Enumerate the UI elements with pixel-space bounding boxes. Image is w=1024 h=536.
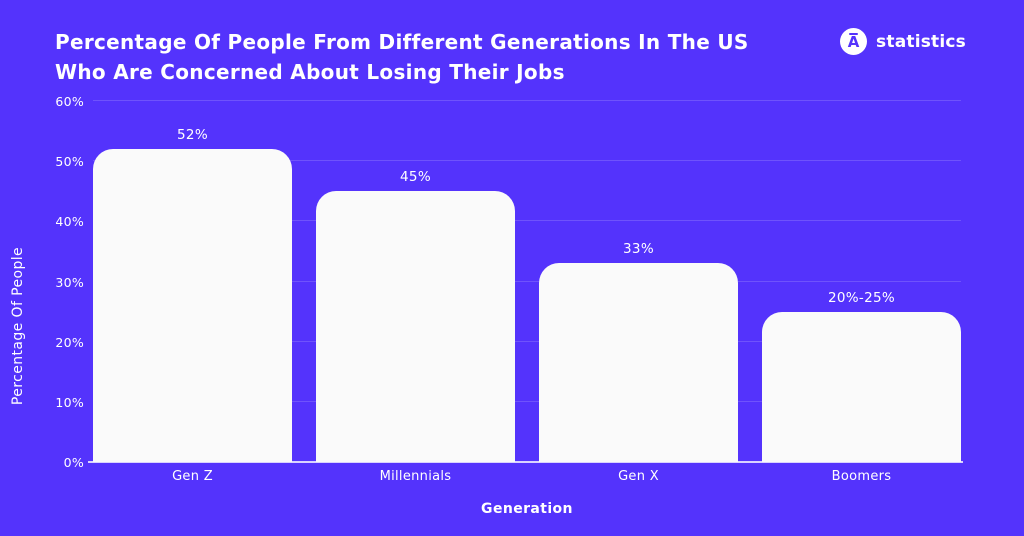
bar [316, 191, 515, 462]
x-axis-category-label: Millennials [379, 469, 452, 484]
bar-value-label: 52% [177, 127, 208, 144]
bar [93, 149, 292, 462]
bar-value-label: 33% [623, 241, 654, 258]
brand-logo: A statistics [840, 28, 966, 55]
bars-container: 52% Gen Z 45% Millennials 33% Gen X 20%-25% Boo… [93, 101, 961, 484]
x-axis-category-label: Gen Z [172, 469, 213, 484]
gridline [93, 280, 961, 282]
bar-slot: 20%-25% Boomers [762, 101, 961, 484]
y-axis-tick-label: 10% [55, 394, 84, 410]
bar [762, 311, 961, 462]
brand-logo-letter: A [847, 33, 860, 51]
gridline [93, 400, 961, 402]
bar-slot: 52% Gen Z [93, 101, 292, 484]
gridline [93, 100, 961, 101]
page-title-line-2: Who Are Concerned About Losing Their Job… [55, 60, 565, 84]
x-axis-category-label: Gen X [618, 469, 659, 484]
bar-value-label: 20%-25% [828, 289, 895, 306]
gridline [93, 220, 961, 222]
brand-name: statistics [876, 31, 966, 52]
x-axis-title: Generation [481, 501, 573, 517]
plot-area: 52% Gen Z 45% Millennials 33% Gen X 20%-25% Boo… [55, 94, 963, 484]
gridline [93, 160, 961, 162]
x-axis-baseline [88, 461, 963, 463]
y-axis-tick-label: 60% [55, 94, 84, 109]
y-axis-tick-label: 30% [55, 274, 84, 290]
page-title-line-1: Percentage Of People From Different Gene… [55, 30, 749, 54]
brand-logo-icon: A [840, 28, 868, 55]
y-axis-title: Percentage Of People [10, 246, 26, 406]
bar-slot: 33% Gen X [539, 101, 738, 484]
y-axis-tick-label: 40% [55, 214, 84, 230]
x-axis-category-label: Boomers [831, 469, 892, 484]
y-axis-tick-label: 20% [55, 334, 84, 350]
page-title: Percentage Of People From Different Gene… [55, 27, 795, 87]
y-axis-tick-label: 50% [55, 154, 84, 170]
bar-value-label: 45% [400, 169, 431, 186]
y-axis-tick-label: 0% [63, 455, 84, 470]
bar [539, 263, 738, 462]
bar-slot: 45% Millennials [316, 101, 515, 484]
gridline [93, 340, 961, 342]
